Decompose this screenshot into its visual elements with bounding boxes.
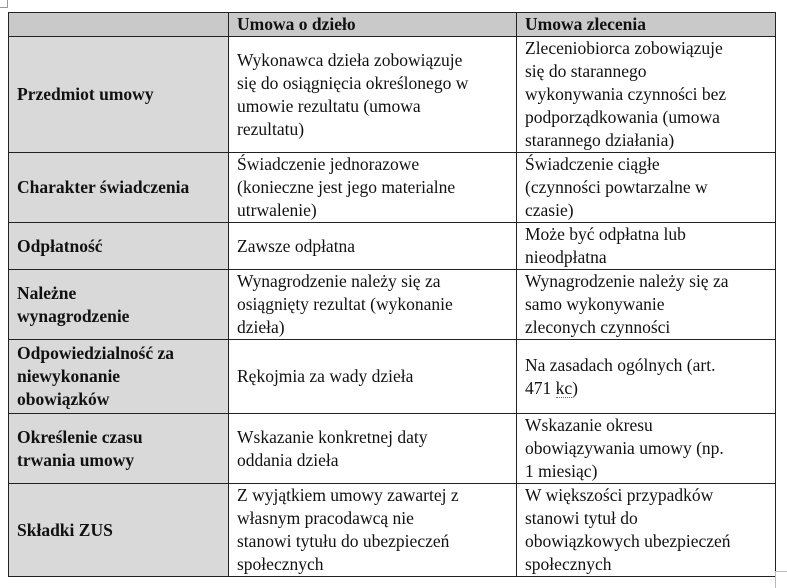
cell-line: 1 miesiąc) bbox=[525, 461, 598, 481]
cell-umowa-o-dzielo: Zawsze odpłatna bbox=[228, 222, 517, 270]
row-label: Przedmiot umowy bbox=[8, 36, 229, 153]
cell-line: samo wykonywanie bbox=[525, 294, 665, 314]
comparison-table: Umowa o dzieło Umowa zlecenia Przedmiot … bbox=[8, 12, 776, 577]
cell-line: Określenie czasu bbox=[17, 426, 143, 447]
cell-umowa-o-dzielo: Świadczenie jednorazowe (konieczne jest j… bbox=[228, 152, 517, 223]
cell-line: stanowi tytułu do ubezpieczeń bbox=[237, 531, 450, 551]
cell-line: W większości przypadków bbox=[525, 485, 714, 505]
table-row: Należne wynagrodzenie Wynagrodzenie należy… bbox=[8, 269, 776, 340]
cell-line: Przedmiot umowy bbox=[17, 84, 154, 104]
table-row: Przedmiot umowy Wykonawca dzieła zobowiąz… bbox=[8, 36, 776, 153]
table-move-handle-icon[interactable] bbox=[0, 0, 8, 8]
cell-line: Odpłatność bbox=[17, 235, 103, 256]
cell-line: Świadczenie ciągłe bbox=[525, 154, 660, 174]
cell-line: wynagrodzenie bbox=[17, 305, 130, 326]
cell-line: Należne bbox=[17, 282, 77, 303]
cell-line: Zawsze odpłatna bbox=[237, 235, 356, 256]
cell-umowa-zlecenia: Może być odpłatna lub nieodpłatna bbox=[516, 222, 776, 270]
cell-line: Wykonawca dzieła zobowiązuje bbox=[237, 49, 463, 70]
cell-umowa-zlecenia: Świadczenie ciągłe (czynności powtarzalne… bbox=[516, 152, 776, 223]
cell-line: zleconych czynności bbox=[525, 317, 671, 337]
cell-line: społecznych bbox=[237, 554, 324, 574]
row-label: Odpowiedzialność za niewykonanie obowiązkó… bbox=[8, 339, 229, 414]
cell-umowa-o-dzielo: Rękojmia za wady dzieła bbox=[228, 339, 517, 414]
cell-umowa-zlecenia: Na zasadach ogólnych (art. 471 kc) bbox=[516, 339, 776, 414]
row-label: Charakter świadczenia bbox=[8, 152, 229, 223]
cell-line: (czynności powtarzalne w bbox=[525, 177, 708, 197]
cell-line: obowiązków bbox=[17, 389, 110, 409]
cell-line: Może być odpłatna lub bbox=[525, 224, 686, 244]
row-label: Składki ZUS bbox=[8, 483, 229, 577]
cell-line: utrwalenie) bbox=[237, 200, 317, 220]
cell-umowa-zlecenia: W większości przypadków stanowi tytuł do o… bbox=[516, 483, 776, 577]
cell-umowa-zlecenia: Wynagrodzenie należy się za samo wykonywa… bbox=[516, 269, 776, 340]
cell-line: Świadczenie jednorazowe bbox=[237, 154, 420, 174]
header-umowa-o-dzielo: Umowa o dzieło bbox=[228, 12, 517, 37]
cell-line: (konieczne jest jego materialne bbox=[237, 177, 456, 197]
row-label: Należne wynagrodzenie bbox=[8, 269, 229, 340]
cell-umowa-zlecenia: Wskazanie okresu obowiązywania umowy (np.… bbox=[516, 413, 776, 484]
header-empty bbox=[8, 12, 229, 37]
table-resize-handle[interactable] bbox=[775, 571, 787, 588]
table-row: Odpłatność Zawsze odpłatna Może być odpłat… bbox=[8, 222, 776, 270]
cell-line: Zleceniobiorca zobowiązuje bbox=[525, 38, 723, 58]
cell-line: wykonywania czynności bez bbox=[525, 84, 727, 104]
table-header-row: Umowa o dzieło Umowa zlecenia bbox=[8, 12, 776, 37]
cell-umowa-o-dzielo: Z wyjątkiem umowy zawartej z własnym prac… bbox=[228, 483, 517, 577]
cell-line: własnym pracodawcą nie bbox=[237, 508, 414, 528]
cell-line: Z wyjątkiem umowy zawartej z bbox=[237, 485, 459, 505]
table-row: Odpowiedzialność za niewykonanie obowiązkó… bbox=[8, 339, 776, 414]
cell-umowa-o-dzielo: Wskazanie konkretnej daty oddania dzieła bbox=[228, 413, 517, 484]
cell-line: stanowi tytuł do bbox=[525, 508, 638, 528]
cell-line: starannego działania) bbox=[525, 130, 675, 150]
cell-line: osiągnięty rezultat (wykonanie bbox=[237, 294, 453, 314]
cell-umowa-zlecenia: Zleceniobiorca zobowiązuje się do starann… bbox=[516, 36, 776, 153]
cell-line: oddania dzieła bbox=[237, 449, 339, 470]
cell-line: umowie rezultatu (umowa bbox=[237, 95, 421, 116]
cell-line: rezultatu) bbox=[237, 118, 305, 139]
cell-line: Wskazanie okresu bbox=[525, 415, 653, 435]
cell-line: Wynagrodzenie należy się za bbox=[525, 271, 729, 291]
cell-line: obowiązkowych ubezpieczeń bbox=[525, 531, 731, 551]
cell-line: niewykonanie bbox=[17, 366, 121, 386]
cell-line: czasie) bbox=[525, 200, 574, 220]
table-row: Składki ZUS Z wyjątkiem umowy zawartej z w… bbox=[8, 483, 776, 577]
cell-line: trwania umowy bbox=[17, 449, 135, 470]
cell-umowa-o-dzielo: Wykonawca dzieła zobowiązuje się do osiąg… bbox=[228, 36, 517, 153]
cell-line: podporządkowania (umowa bbox=[525, 107, 720, 127]
cell-line: Składki ZUS bbox=[17, 519, 113, 540]
table-row: Charakter świadczenia Świadczenie jednora… bbox=[8, 152, 776, 223]
cell-line: nieodpłatna bbox=[525, 247, 607, 267]
cell-line: się do osiągnięcia określonego w bbox=[237, 72, 469, 93]
cell-line: Odpowiedzialność za bbox=[17, 343, 175, 363]
table-row: Określenie czasu trwania umowy Wskazanie k… bbox=[8, 413, 776, 484]
cell-line: Charakter świadczenia bbox=[17, 177, 190, 197]
cell-line: się do starannego bbox=[525, 61, 647, 81]
cell-line: społecznych bbox=[525, 554, 612, 574]
cell-line: Wynagrodzenie należy się za bbox=[237, 271, 441, 291]
cell-line: obowiązywania umowy (np. bbox=[525, 438, 724, 458]
row-label: Określenie czasu trwania umowy bbox=[8, 413, 229, 484]
cell-line: Na zasadach ogólnych (art. bbox=[525, 354, 716, 375]
cell-line: Rękojmia za wady dzieła bbox=[237, 366, 414, 386]
cell-line: dzieła) bbox=[237, 317, 285, 337]
cell-line: 471 kc) bbox=[525, 377, 578, 398]
header-umowa-zlecenia: Umowa zlecenia bbox=[516, 12, 776, 37]
row-label: Odpłatność bbox=[8, 222, 229, 270]
cell-line: Wskazanie konkretnej daty bbox=[237, 426, 428, 447]
cell-umowa-o-dzielo: Wynagrodzenie należy się za osiągnięty re… bbox=[228, 269, 517, 340]
